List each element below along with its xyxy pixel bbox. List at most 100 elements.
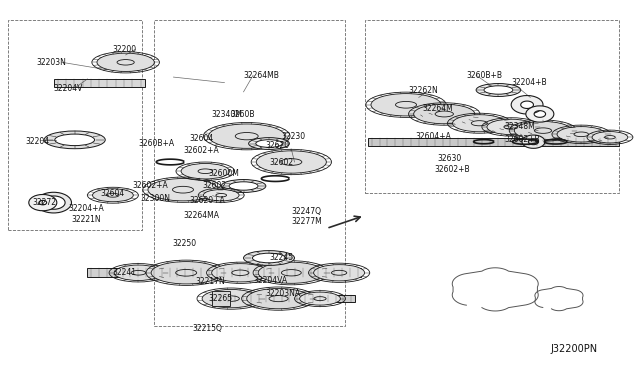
Ellipse shape — [114, 265, 163, 280]
Text: 32272: 32272 — [32, 198, 56, 207]
Ellipse shape — [269, 296, 288, 302]
Text: J32200PN: J32200PN — [550, 344, 597, 354]
Text: 32604: 32604 — [189, 134, 214, 142]
Text: 32264MA: 32264MA — [183, 211, 219, 220]
Ellipse shape — [151, 262, 221, 284]
Ellipse shape — [212, 264, 269, 282]
Ellipse shape — [55, 134, 95, 145]
Text: 32620+A: 32620+A — [189, 196, 225, 205]
Ellipse shape — [256, 151, 326, 173]
Ellipse shape — [131, 270, 146, 275]
Ellipse shape — [487, 119, 536, 135]
Ellipse shape — [557, 126, 605, 142]
Ellipse shape — [229, 182, 258, 190]
Bar — [365, 20, 620, 193]
Ellipse shape — [244, 251, 294, 265]
Ellipse shape — [300, 292, 340, 305]
Ellipse shape — [148, 179, 218, 201]
Text: 32600M: 32600M — [209, 169, 239, 177]
Ellipse shape — [574, 132, 589, 137]
Bar — [368, 138, 620, 146]
Text: 32340M: 32340M — [212, 109, 243, 119]
Ellipse shape — [216, 193, 227, 197]
Ellipse shape — [515, 122, 572, 140]
Ellipse shape — [476, 84, 521, 96]
Text: 32250: 32250 — [172, 239, 196, 248]
Text: 32200: 32200 — [113, 45, 137, 54]
Ellipse shape — [222, 296, 239, 301]
Ellipse shape — [107, 193, 119, 197]
Text: 32348M: 32348M — [505, 122, 536, 131]
Text: 32604+A: 32604+A — [415, 132, 451, 141]
Ellipse shape — [605, 135, 615, 139]
Text: 3260B+B: 3260B+B — [467, 71, 502, 80]
Ellipse shape — [396, 102, 417, 108]
Ellipse shape — [97, 53, 154, 71]
Ellipse shape — [435, 111, 453, 117]
Ellipse shape — [258, 262, 324, 283]
Text: 32203NA: 32203NA — [266, 289, 301, 298]
Text: 32204VA: 32204VA — [253, 276, 287, 285]
Text: 32620: 32620 — [266, 141, 290, 150]
Text: 32264M: 32264M — [422, 104, 452, 113]
Text: 3260B: 3260B — [231, 109, 255, 119]
Text: 32300N: 32300N — [140, 195, 170, 203]
Text: 32241: 32241 — [113, 268, 137, 277]
Ellipse shape — [198, 169, 212, 174]
Text: 32247Q: 32247Q — [291, 207, 321, 217]
Ellipse shape — [204, 190, 239, 201]
Text: 32217N: 32217N — [196, 278, 225, 286]
Bar — [209, 295, 355, 302]
Text: 32221N: 32221N — [72, 215, 101, 224]
Ellipse shape — [332, 270, 347, 275]
Ellipse shape — [282, 270, 301, 276]
Ellipse shape — [281, 158, 302, 165]
Text: 32602+A: 32602+A — [183, 147, 219, 155]
Bar — [88, 268, 362, 278]
Ellipse shape — [246, 288, 310, 309]
Text: 32262N: 32262N — [408, 86, 438, 94]
Bar — [154, 20, 346, 326]
Ellipse shape — [175, 269, 196, 276]
Ellipse shape — [413, 104, 475, 124]
Ellipse shape — [248, 138, 289, 150]
Ellipse shape — [256, 140, 282, 147]
Ellipse shape — [44, 131, 105, 149]
Text: 32264MB: 32264MB — [244, 71, 280, 80]
Ellipse shape — [117, 60, 134, 65]
Ellipse shape — [252, 253, 285, 263]
Ellipse shape — [314, 296, 326, 301]
Text: 32630: 32630 — [438, 154, 462, 163]
Ellipse shape — [371, 94, 441, 116]
Ellipse shape — [181, 164, 230, 179]
Ellipse shape — [236, 132, 258, 140]
Ellipse shape — [592, 132, 628, 143]
Text: 32203N: 32203N — [36, 58, 67, 67]
Ellipse shape — [221, 180, 266, 192]
Text: 32204+A: 32204+A — [68, 203, 104, 213]
Text: 32204V: 32204V — [54, 84, 83, 93]
Text: 32602: 32602 — [269, 157, 293, 167]
Text: 32602+B: 32602+B — [435, 165, 470, 174]
Text: 32230: 32230 — [282, 132, 306, 141]
Ellipse shape — [209, 124, 285, 148]
Bar — [8, 20, 141, 230]
Ellipse shape — [232, 270, 249, 276]
Ellipse shape — [452, 115, 506, 132]
Text: 32215Q: 32215Q — [193, 324, 223, 333]
Text: 32604: 32604 — [100, 189, 124, 198]
Bar — [54, 78, 145, 87]
Text: 32204: 32204 — [26, 137, 50, 146]
Ellipse shape — [173, 186, 193, 193]
Text: 32265: 32265 — [209, 294, 232, 303]
Ellipse shape — [534, 128, 552, 133]
Ellipse shape — [202, 289, 259, 308]
Text: 32204+B: 32204+B — [511, 78, 547, 87]
Text: 32602: 32602 — [202, 182, 226, 190]
Text: 3260B+A: 3260B+A — [138, 139, 175, 148]
Ellipse shape — [484, 86, 513, 94]
Text: 32277M: 32277M — [291, 217, 322, 225]
Bar — [212, 291, 230, 306]
Ellipse shape — [471, 121, 487, 126]
Ellipse shape — [504, 125, 518, 129]
